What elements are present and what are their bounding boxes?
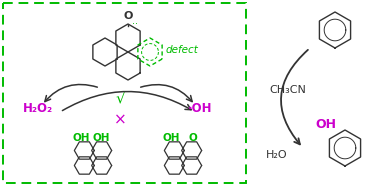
Text: OH: OH <box>72 133 90 143</box>
Text: CH₃CN: CH₃CN <box>270 85 307 95</box>
Text: H₂O₂: H₂O₂ <box>23 102 53 115</box>
Text: OH: OH <box>92 133 110 143</box>
Text: O: O <box>189 133 197 143</box>
Text: ··: ·· <box>132 19 138 29</box>
Text: defect: defect <box>166 45 199 55</box>
Text: OH: OH <box>162 133 180 143</box>
Text: ·OH: ·OH <box>188 102 212 115</box>
Text: O: O <box>123 11 133 21</box>
Text: ×: × <box>114 113 126 127</box>
Text: OH: OH <box>316 118 336 132</box>
Text: H₂O: H₂O <box>266 150 288 160</box>
Text: √: √ <box>115 91 125 105</box>
